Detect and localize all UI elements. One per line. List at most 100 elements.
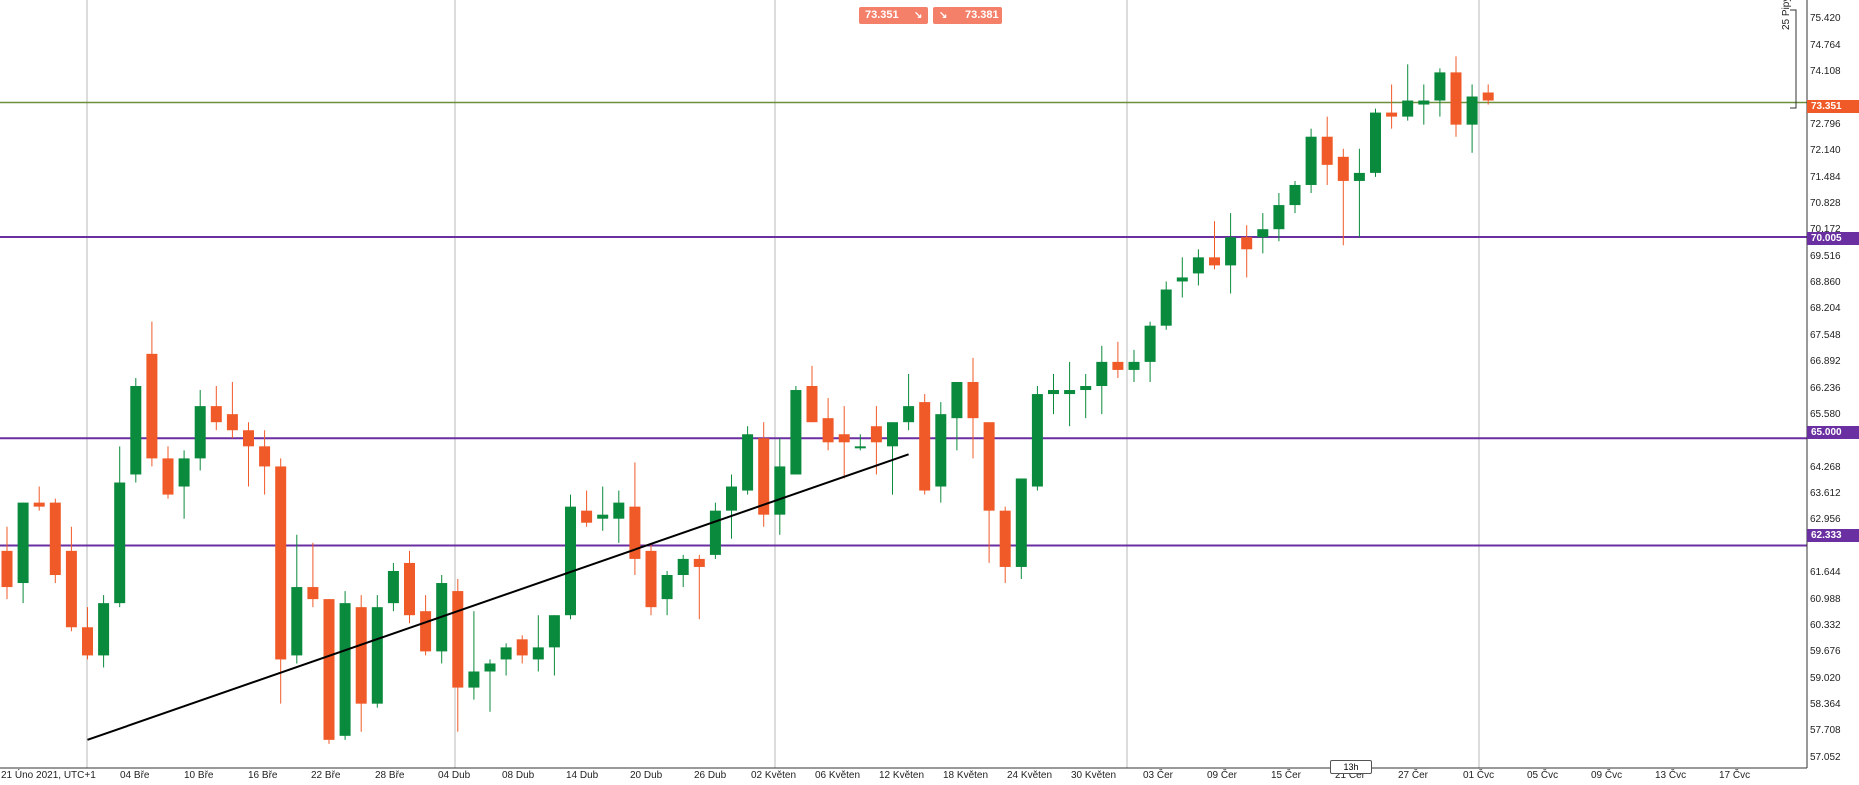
time-tick-label: 21 Úno 2021, UTC+1 xyxy=(1,770,96,781)
candle-body xyxy=(887,422,898,447)
candle-body xyxy=(130,386,142,475)
sell-price-button[interactable]: 73.351 ↘ xyxy=(859,7,928,24)
price-tick-label: 71.484 xyxy=(1810,171,1841,183)
candle-body xyxy=(98,603,110,656)
candle-body xyxy=(355,607,367,704)
current-price-tag: 73.351 xyxy=(1807,100,1859,113)
candle-body xyxy=(243,430,254,447)
price-tick-label: 61.644 xyxy=(1810,567,1841,579)
time-tick-label: 03 Čer xyxy=(1143,770,1174,781)
pips-bracket xyxy=(1790,9,1797,109)
horizontal-levels[interactable] xyxy=(0,101,1807,547)
candle-body xyxy=(806,386,818,423)
time-tick-label: 30 Květen xyxy=(1071,770,1117,781)
price-tick-label: 57.052 xyxy=(1810,751,1841,763)
candle-body xyxy=(291,587,303,656)
candle-body xyxy=(452,591,464,688)
price-tick-label: 60.988 xyxy=(1810,593,1841,605)
time-tick-label: 02 Květen xyxy=(751,770,797,781)
candle-body xyxy=(1370,112,1381,173)
candle-body xyxy=(919,402,931,491)
candle-body xyxy=(500,647,512,660)
candle-body xyxy=(709,510,721,555)
candle-body xyxy=(82,627,93,656)
candle-body xyxy=(146,353,158,459)
candle-body xyxy=(999,510,1011,567)
candles xyxy=(1,56,1494,744)
pips-label: 25 Pipy xyxy=(1781,0,1792,30)
candle-body xyxy=(774,466,786,515)
candle-body xyxy=(1257,229,1269,238)
candle-body xyxy=(1,550,13,588)
candle-body xyxy=(1353,172,1365,181)
time-tick-label: 08 Dub xyxy=(502,770,535,781)
candle-body xyxy=(65,550,77,628)
level-tag-70[interactable]: 70.005 xyxy=(1807,232,1859,245)
candle-body xyxy=(1112,361,1124,370)
candle-body xyxy=(210,406,222,423)
candle-body xyxy=(226,414,238,431)
price-tick-label: 66.892 xyxy=(1810,356,1841,368)
time-tick-label: 10 Bře xyxy=(184,770,214,781)
buy-arrow-icon: ↘ xyxy=(939,10,948,21)
time-tick-label: 27 Čer xyxy=(1398,770,1429,781)
candle-body xyxy=(661,574,673,600)
price-tick-label: 57.708 xyxy=(1810,725,1841,737)
candle-body xyxy=(404,562,415,616)
price-tick-label: 75.420 xyxy=(1810,13,1841,25)
candle-body xyxy=(1241,237,1253,250)
price-tick-label: 74.764 xyxy=(1810,39,1841,51)
candle-body xyxy=(645,550,657,608)
candle-body xyxy=(1064,390,1076,395)
candle-body xyxy=(339,603,351,736)
candle-body xyxy=(565,506,576,616)
candle-body xyxy=(677,558,689,575)
candle-body xyxy=(194,406,206,459)
candle-body xyxy=(387,570,399,604)
candle-body xyxy=(903,406,915,423)
price-tick-label: 59.676 xyxy=(1810,646,1841,658)
time-tick-label: 04 Bře xyxy=(120,770,150,781)
candle-body xyxy=(1160,289,1172,326)
candle-body xyxy=(33,502,45,507)
time-tick-label: 12 Květen xyxy=(879,770,925,781)
trendline[interactable] xyxy=(87,453,909,741)
candle-body xyxy=(838,434,850,443)
level-tag-62[interactable]: 62.333 xyxy=(1807,529,1859,542)
candle-body xyxy=(629,506,641,559)
candle-body xyxy=(1096,361,1108,387)
candle-body xyxy=(178,458,190,487)
candle-body xyxy=(1015,478,1027,567)
candle-body xyxy=(275,466,287,660)
time-tick-label: 04 Dub xyxy=(438,770,471,781)
candle-body xyxy=(742,434,754,491)
buy-price-button[interactable]: ↘ 73.381 xyxy=(933,7,1002,24)
candle-body xyxy=(693,558,705,567)
candle-body xyxy=(951,381,963,419)
price-tick-label: 68.204 xyxy=(1810,303,1841,315)
candle-body xyxy=(162,458,174,495)
candle-body xyxy=(1305,136,1317,185)
time-tick-label: 15 Čer xyxy=(1271,770,1302,781)
candle-body xyxy=(1321,136,1333,165)
level-tag-65[interactable]: 65.000 xyxy=(1807,426,1859,439)
candle-body xyxy=(516,639,528,656)
candle-body xyxy=(726,486,737,511)
candle-body xyxy=(1418,100,1430,105)
candle-body xyxy=(49,502,61,575)
time-tick-label: 16 Bře xyxy=(248,770,278,781)
candle-body xyxy=(1144,325,1156,362)
candle-body xyxy=(548,615,560,648)
candle-body xyxy=(967,381,979,419)
candle-body xyxy=(420,611,432,652)
candle-body xyxy=(532,647,544,660)
price-tick-label: 72.796 xyxy=(1810,118,1841,130)
candle-body xyxy=(1466,96,1478,125)
candle-body xyxy=(983,422,995,511)
time-tick-label: 18 Květen xyxy=(943,770,989,781)
buy-price-value: 73.381 xyxy=(965,9,999,21)
candle-body xyxy=(1225,237,1237,266)
candle-body xyxy=(468,671,480,688)
candle-body xyxy=(790,390,802,475)
